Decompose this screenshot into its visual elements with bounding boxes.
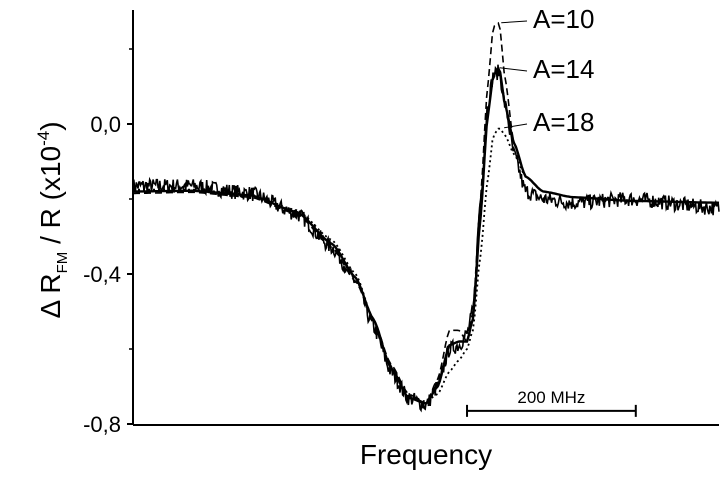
annotation-leader bbox=[504, 123, 528, 129]
y-axis-title-close: ) bbox=[35, 121, 66, 130]
series-line-a-14 bbox=[133, 66, 720, 405]
scale-bar: 200 MHz bbox=[466, 388, 637, 417]
annotation-leader bbox=[501, 20, 528, 24]
scale-bar-label: 200 MHz bbox=[517, 388, 585, 407]
y-axis-title-suffix: / R (x10 bbox=[35, 146, 66, 252]
annotations: A=10 A=14 A=18 bbox=[499, 4, 594, 137]
series-line-a-10 bbox=[133, 21, 720, 405]
annotation-label: A=18 bbox=[533, 107, 594, 137]
y-tick-label: -0,8 bbox=[83, 412, 121, 437]
y-tick-label: 0,0 bbox=[90, 112, 121, 137]
y-axis-title: Δ RFM / R (x10-4) bbox=[34, 121, 71, 318]
y-axis-title-exponent: -4 bbox=[34, 131, 53, 146]
series-layer bbox=[132, 21, 720, 413]
axes bbox=[132, 10, 719, 426]
y-tick-label: -0,4 bbox=[83, 262, 121, 287]
annotation-leader bbox=[499, 67, 528, 72]
series-line-measured bbox=[132, 64, 720, 413]
y-axis-title-subscript: FM bbox=[54, 252, 71, 274]
y-axis-title-prefix: Δ R bbox=[35, 273, 66, 318]
annotation-label: A=14 bbox=[533, 54, 594, 84]
y-ticks: 0,0 -0,4 -0,8 bbox=[83, 48, 133, 437]
series-line-a-18 bbox=[133, 127, 720, 403]
annotation-label: A=10 bbox=[533, 4, 594, 34]
x-axis-title: Frequency bbox=[360, 439, 492, 470]
